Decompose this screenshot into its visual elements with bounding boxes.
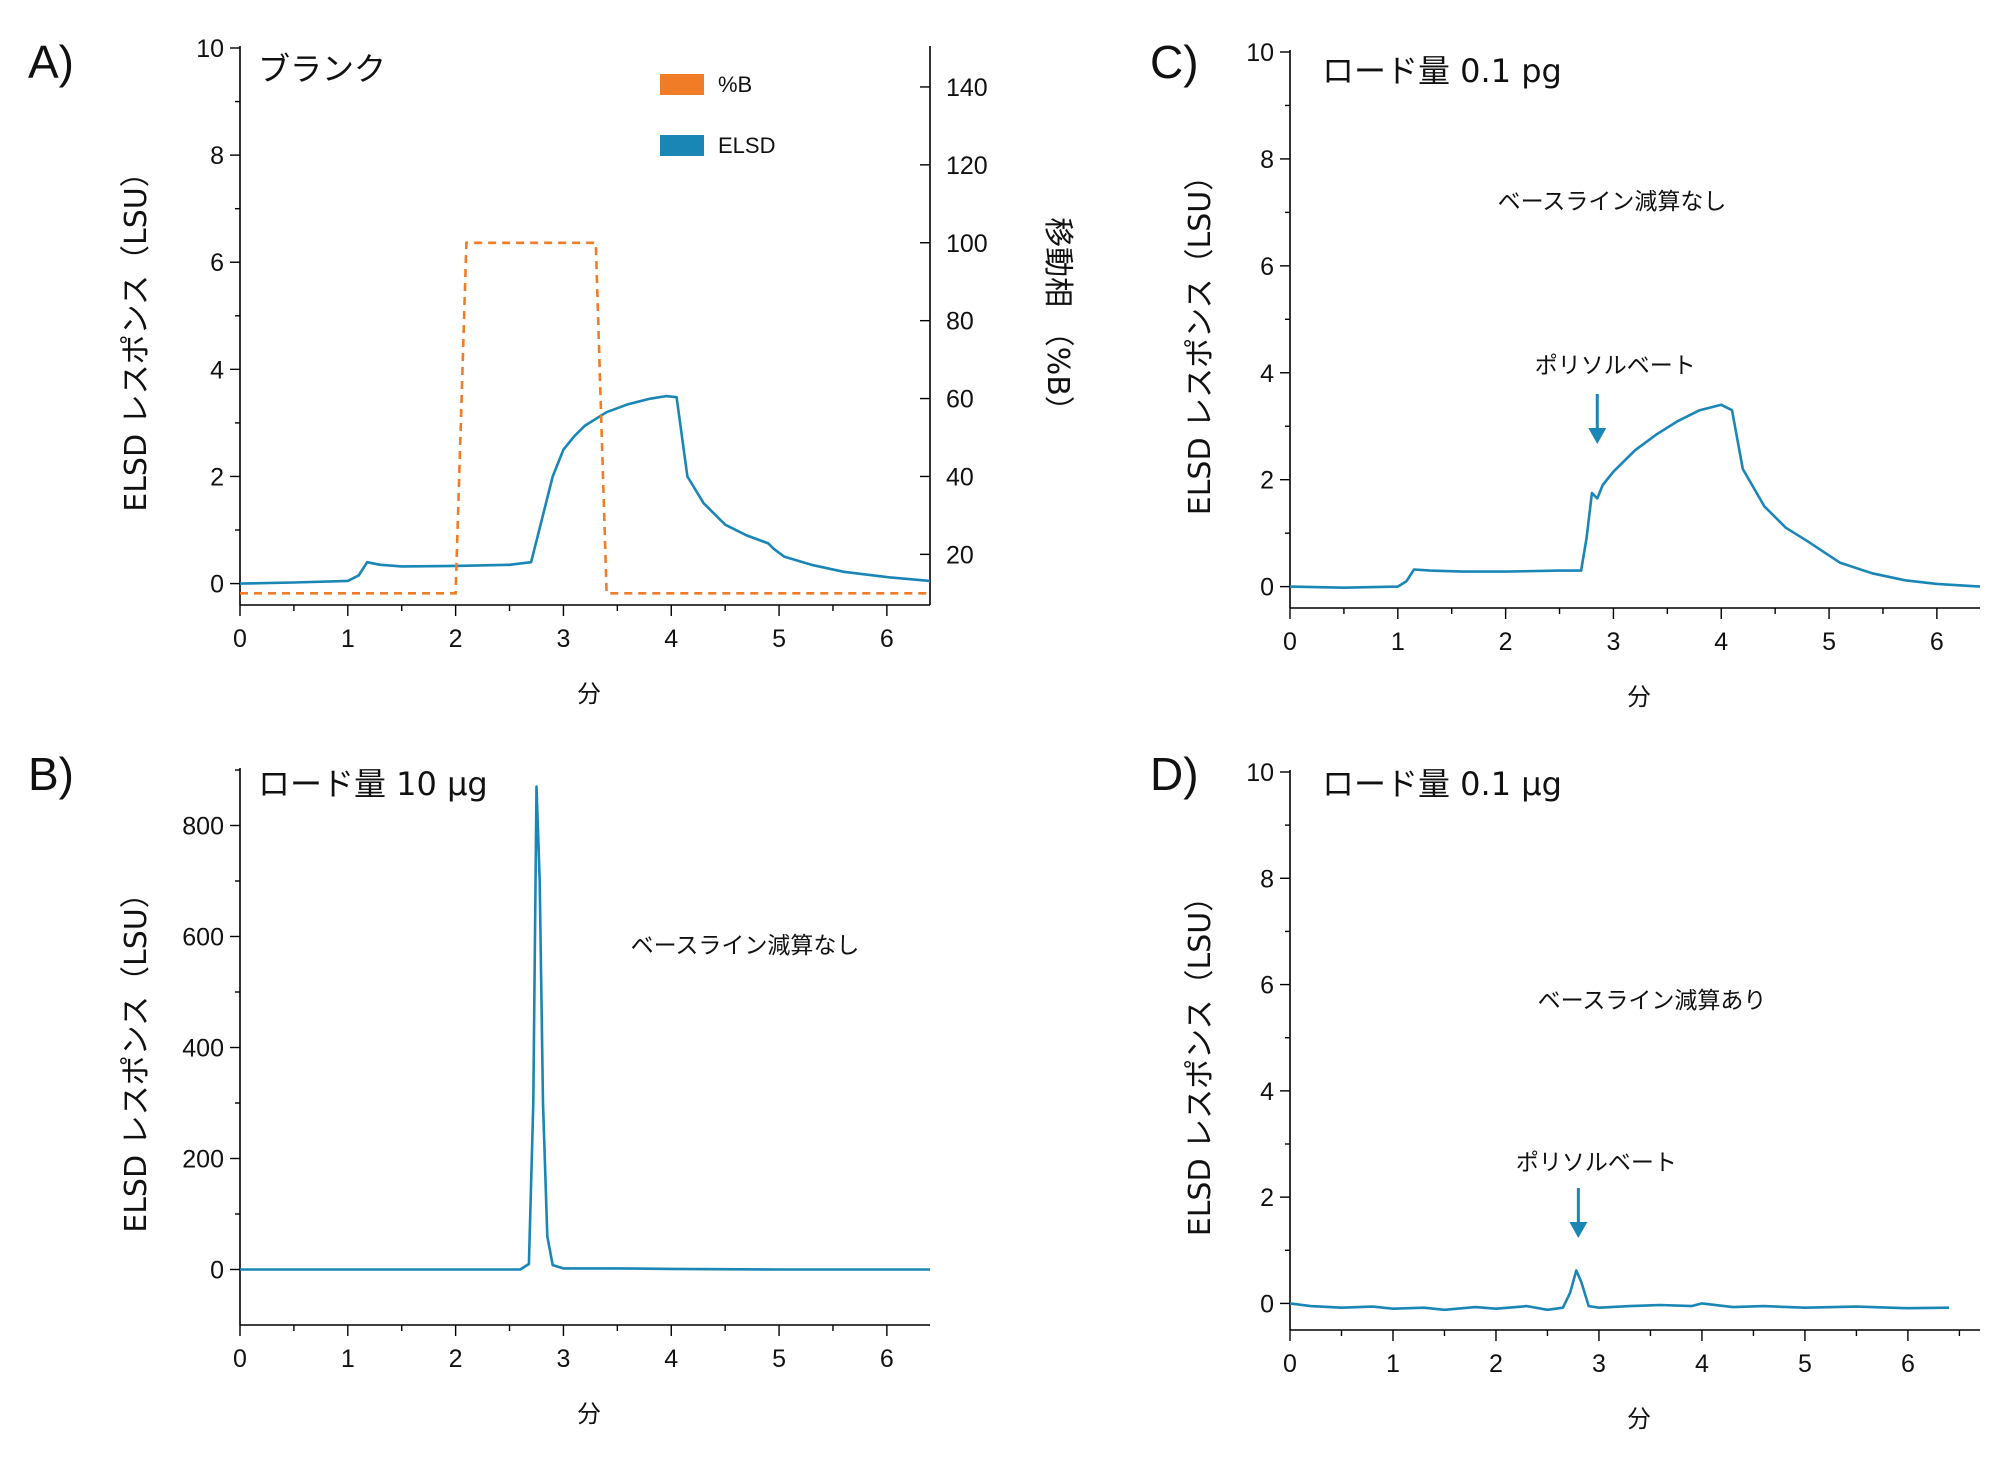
y2-tick-label: 100: [946, 230, 988, 258]
y-tick-label: 6: [210, 249, 224, 277]
series-elsd-line: [239, 394, 931, 585]
legend-label: %B: [718, 72, 752, 97]
y-tick-label: 4: [210, 356, 224, 384]
x-axis-label: 分: [1627, 683, 1651, 711]
y2-tick-label: 120: [946, 152, 988, 180]
baseline-annotation: ベースライン減算なし: [1498, 189, 1727, 215]
x-tick-label: 1: [341, 1345, 355, 1373]
series-elsd-line: [1289, 403, 1981, 589]
x-tick-label: 6: [1901, 1350, 1915, 1378]
y-tick-label: 0: [1260, 574, 1274, 602]
baseline-annotation: ベースライン減算あり: [1538, 988, 1767, 1014]
x-tick-label: 3: [556, 1345, 570, 1373]
y-tick-label: 2: [1260, 1184, 1274, 1212]
x-tick-label: 6: [880, 625, 894, 653]
y2-tick-label: 60: [946, 386, 974, 414]
panel-title: ロード量 0.1 μg: [1322, 765, 1562, 803]
y2-tick-label: 80: [946, 308, 974, 336]
series-elsd-line: [1289, 1269, 1950, 1312]
x-tick-label: 0: [1283, 628, 1297, 656]
arrow-head: [1588, 428, 1607, 444]
x-tick-label: 5: [772, 625, 786, 653]
x-tick-label: 5: [772, 1345, 786, 1373]
y-tick-label: 8: [210, 142, 224, 170]
panel-label: D): [1150, 748, 1199, 800]
y2-tick-label: 20: [946, 541, 974, 569]
legend-swatch-pct-b: [660, 74, 704, 95]
x-tick-label: 6: [1930, 628, 1944, 656]
y-tick-label: 2: [1260, 467, 1274, 495]
y-axis-label: ELSD レスポンス（LSU）: [1183, 161, 1218, 515]
series-pct-b-line: [240, 241, 930, 595]
panel-label: A): [28, 36, 74, 88]
x-tick-label: 5: [1798, 1350, 1812, 1378]
x-axis-label: 分: [577, 1400, 601, 1428]
x-tick-label: 2: [1489, 1350, 1503, 1378]
y2-tick-label: 40: [946, 463, 974, 491]
x-tick-label: 4: [664, 625, 678, 653]
y-tick-label: 8: [1260, 146, 1274, 174]
y-axis-label: ELSD レスポンス（LSU）: [1183, 882, 1218, 1236]
y-tick-label: 10: [1246, 39, 1274, 67]
y-axis-label: ELSD レスポンス（LSU）: [119, 157, 154, 511]
x-tick-label: 6: [880, 1345, 894, 1373]
x-tick-label: 0: [233, 1345, 247, 1373]
x-tick-label: 1: [341, 625, 355, 653]
x-tick-label: 3: [1592, 1350, 1606, 1378]
panel-label: B): [28, 748, 74, 800]
x-tick-label: 2: [449, 625, 463, 653]
panel-label: C): [1150, 36, 1199, 88]
polysorbate-label: ポリソルベート: [1516, 1150, 1677, 1176]
x-tick-label: 5: [1822, 628, 1836, 656]
y-tick-label: 400: [182, 1035, 224, 1063]
x-tick-label: 4: [664, 1345, 678, 1373]
x-axis-label: 分: [577, 680, 601, 708]
y-tick-label: 200: [182, 1146, 224, 1174]
x-tick-label: 1: [1391, 628, 1405, 656]
x-tick-label: 3: [1606, 628, 1620, 656]
x-tick-label: 2: [1499, 628, 1513, 656]
x-tick-label: 2: [449, 1345, 463, 1373]
y-tick-label: 2: [210, 463, 224, 491]
y-tick-label: 0: [210, 571, 224, 599]
y-tick-label: 8: [1260, 865, 1274, 893]
panel-title: ロード量 0.1 pg: [1322, 52, 1562, 90]
y2-axis-label: 移動相 （%B）: [1040, 217, 1075, 426]
legend-label: ELSD: [718, 133, 775, 158]
chart-panel-d: 0 1 2 3 4 5 6 0 2 4 6 8 10 D) ロード量 0.1 μg 分 ELSD レスポンス（L…: [1150, 748, 1980, 1433]
x-tick-label: 4: [1695, 1350, 1709, 1378]
y-tick-label: 10: [1246, 759, 1274, 787]
x-tick-label: 3: [556, 625, 570, 653]
x-tick-label: 0: [1283, 1350, 1297, 1378]
y-tick-label: 4: [1260, 360, 1274, 388]
y-tick-label: 4: [1260, 1078, 1274, 1106]
x-tick-label: 0: [233, 625, 247, 653]
chart-panel-b: 0 1 2 3 4 5 6 0 200 400 600 800 B) ロード量 10 μg 分 ELSD レス…: [28, 748, 930, 1428]
series-elsd-line: [240, 785, 930, 1271]
legend-swatch-elsd: [660, 135, 704, 156]
chart-panel-c: 0 1 2 3 4 5 6 0 2 4 6 8 10 C) ロード量 0.1 pg 分 ELSD レスポンス（L…: [1150, 36, 1981, 711]
panel-title: ブランク: [258, 50, 386, 88]
y-tick-label: 6: [1260, 972, 1274, 1000]
baseline-annotation: ベースライン減算なし: [631, 933, 860, 959]
y2-tick-label: 140: [946, 74, 988, 102]
arrow-head: [1569, 1222, 1588, 1238]
polysorbate-label: ポリソルベート: [1535, 353, 1696, 379]
x-axis-label: 分: [1627, 1405, 1651, 1433]
panel-title: ロード量 10 μg: [258, 765, 488, 803]
y-tick-label: 800: [182, 813, 224, 841]
y-tick-label: 6: [1260, 253, 1274, 281]
x-tick-label: 4: [1714, 628, 1728, 656]
y-axis-label: ELSD レスポンス（LSU）: [119, 878, 154, 1232]
y-tick-label: 0: [210, 1257, 224, 1285]
y-tick-label: 10: [196, 35, 224, 63]
y-tick-label: 0: [1260, 1290, 1274, 1318]
x-tick-label: 1: [1386, 1350, 1400, 1378]
y-tick-label: 600: [182, 924, 224, 952]
